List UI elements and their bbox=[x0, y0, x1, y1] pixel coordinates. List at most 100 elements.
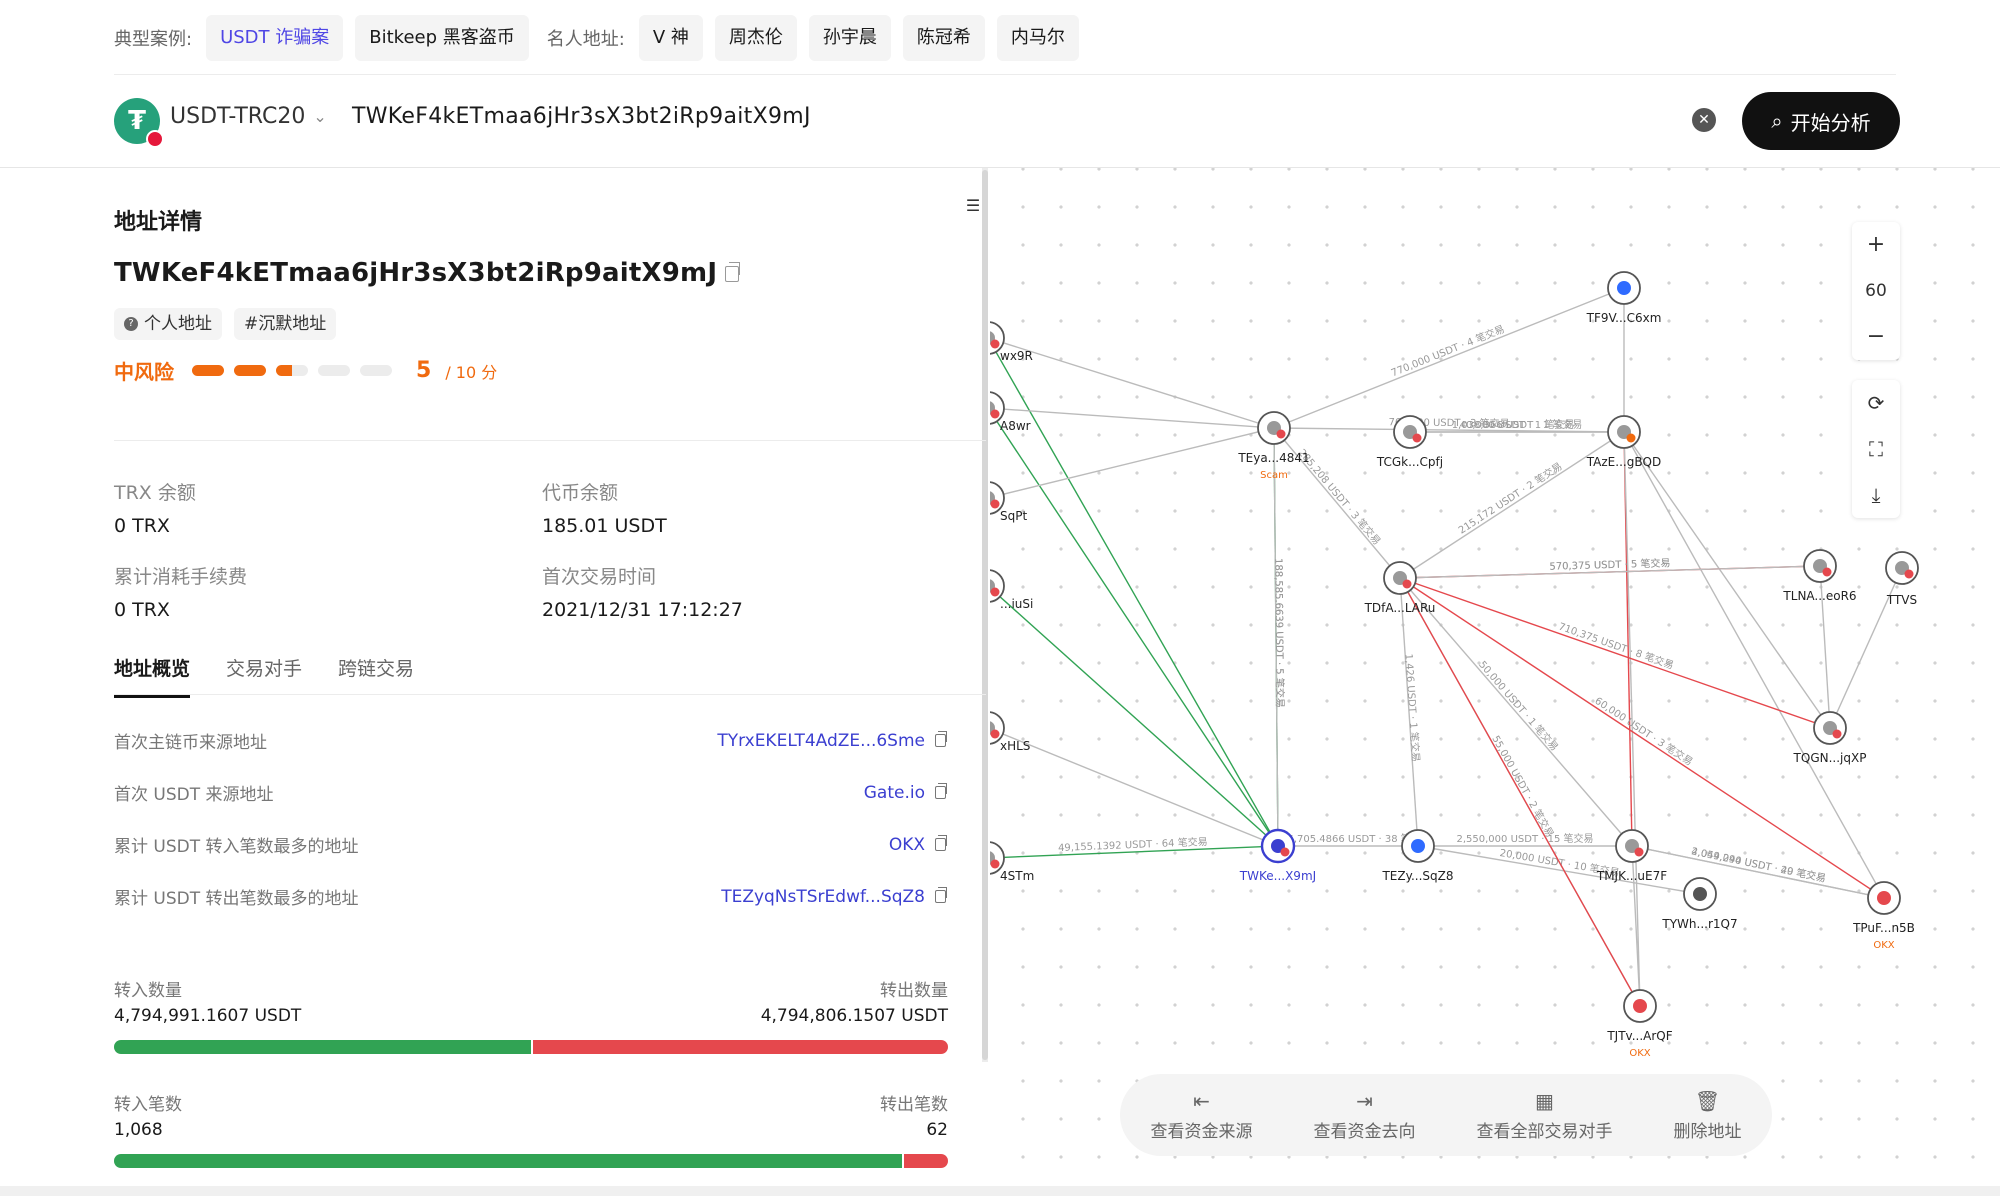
overview-key: 累计 USDT 转入笔数最多的地址 bbox=[114, 837, 359, 857]
graph-edge[interactable] bbox=[990, 408, 1279, 847]
graph-node-taze[interactable]: TAzE...gBQD bbox=[1586, 415, 1661, 469]
view-destinations-button[interactable]: ⇥ 查看资金去向 bbox=[1314, 1089, 1416, 1142]
collapse-panel-icon[interactable]: ☰ bbox=[965, 196, 981, 215]
graph-edge[interactable] bbox=[990, 407, 1275, 429]
node-label: ...iuSi bbox=[1000, 597, 1033, 611]
node-label: A8wr bbox=[1000, 419, 1031, 433]
graph-edge[interactable] bbox=[990, 728, 1279, 847]
copy-icon[interactable] bbox=[935, 835, 947, 851]
graph-edge[interactable] bbox=[1399, 577, 1885, 899]
graph-node-xhls[interactable]: xHLS bbox=[990, 711, 1030, 753]
tab-crosschain[interactable]: 跨链交易 bbox=[338, 658, 415, 680]
delete-address-button[interactable]: 🗑 删除地址 bbox=[1674, 1089, 1742, 1142]
copy-icon[interactable] bbox=[935, 783, 947, 799]
graph-edge[interactable] bbox=[990, 586, 1279, 847]
graph-node-wx9r[interactable]: wx9R bbox=[990, 321, 1033, 363]
overview-link[interactable]: TYrxEKELT4AdZE...6Sme bbox=[717, 730, 925, 751]
download-icon[interactable]: ⤓ bbox=[1871, 483, 1881, 507]
graph-edge[interactable] bbox=[1399, 577, 1831, 729]
graph-tools: ⟳ ⛶ ⤓ bbox=[1852, 380, 1900, 518]
tab-counterparties[interactable]: 交易对手 bbox=[226, 658, 303, 680]
graph-edge[interactable] bbox=[1273, 427, 1279, 847]
case-chip-usdt-scam[interactable]: USDT 诈骗案 bbox=[206, 15, 344, 61]
graph-edge[interactable] bbox=[1623, 431, 1831, 729]
graph-node-twke[interactable]: TWKe...X9mJ bbox=[1239, 828, 1316, 883]
address-search-input[interactable]: TWKeF4kETmaa6jHr3sX3bt2iRp9aitX9mJ bbox=[352, 104, 811, 129]
clear-icon[interactable]: ✕ bbox=[1692, 108, 1716, 132]
graph-node-tywh[interactable]: TYWh...r1Q7 bbox=[1661, 877, 1738, 931]
graph-node-tmjk[interactable]: TMJK...uE7F bbox=[1596, 829, 1667, 883]
risk-dot-icon bbox=[1634, 847, 1644, 857]
overview-link[interactable]: OKX bbox=[888, 834, 925, 855]
graph-edge[interactable] bbox=[1399, 431, 1625, 579]
graph-edge[interactable] bbox=[1623, 431, 1885, 899]
graph-edge[interactable] bbox=[990, 337, 1275, 429]
graph-edge[interactable] bbox=[1399, 577, 1641, 1007]
copy-icon[interactable] bbox=[935, 887, 947, 903]
graph-edge[interactable] bbox=[1399, 565, 1821, 579]
fullscreen-icon[interactable]: ⛶ bbox=[1869, 437, 1883, 461]
analyze-button[interactable]: ⌕ 开始分析 bbox=[1742, 92, 1900, 150]
copy-icon[interactable] bbox=[725, 261, 741, 282]
graph-node-tjtv[interactable]: TJTv...ArQF OKX bbox=[1606, 989, 1673, 1059]
graph-node-tlna[interactable]: TLNA...eoR6 bbox=[1782, 549, 1857, 603]
overview-link[interactable]: Gate.io bbox=[863, 782, 925, 803]
node-label: TDfA...LARu bbox=[1364, 601, 1436, 615]
graph-node-tezy[interactable]: TEZy...SqZ8 bbox=[1381, 829, 1454, 883]
celeb-chip-vitalik[interactable]: V 神 bbox=[638, 15, 703, 61]
edge-label: 570,375 USDT · 5 笔交易 bbox=[1549, 556, 1670, 572]
graph-node-tqgn[interactable]: TQGN...jqXP bbox=[1793, 711, 1867, 765]
graph-edge[interactable] bbox=[1273, 287, 1625, 429]
view-all-counterparties-button[interactable]: ▦ 查看全部交易对手 bbox=[1477, 1089, 1613, 1142]
top-search-area: 典型案例: USDT 诈骗案 Bitkeep 黑客盗币 名人地址: V 神 周杰… bbox=[0, 0, 2000, 168]
node-label: TPuF...n5B bbox=[1852, 921, 1915, 935]
graph-edge[interactable] bbox=[1623, 431, 1641, 1007]
graph-edge[interactable] bbox=[1631, 845, 1641, 1007]
graph-edge[interactable] bbox=[990, 845, 1279, 859]
celeb-chip-neymar[interactable]: 内马尔 bbox=[996, 15, 1079, 61]
detail-tabs: 地址概览 交易对手 跨链交易 bbox=[114, 654, 414, 698]
view-sources-button[interactable]: ⇤ 查看资金来源 bbox=[1151, 1089, 1253, 1142]
graph-node-tcgk[interactable]: TCGk...Cpfj bbox=[1376, 415, 1443, 469]
graph-node-iusi[interactable]: ...iuSi bbox=[990, 569, 1033, 611]
graph-node-sqpt[interactable]: SqPt bbox=[990, 481, 1027, 523]
case-chip-bitkeep[interactable]: Bitkeep 黑客盗币 bbox=[355, 15, 529, 61]
graph-edge[interactable] bbox=[1829, 567, 1903, 729]
panel-scrollbar-thumb[interactable] bbox=[982, 170, 988, 1060]
node-icon bbox=[1411, 839, 1425, 853]
graph-node-teya[interactable]: TEya...4841 Scam bbox=[1237, 411, 1310, 481]
risk-dot-icon bbox=[990, 499, 1000, 509]
graph-edge[interactable] bbox=[1819, 565, 1831, 729]
zoom-in-button[interactable]: + bbox=[1866, 232, 1886, 257]
graph-edge[interactable] bbox=[1273, 427, 1401, 579]
celeb-chip-edison[interactable]: 陈冠希 bbox=[902, 15, 985, 61]
overview-link[interactable]: TEZyqNsTSrEdwf...SqZ8 bbox=[721, 886, 925, 907]
reset-icon[interactable]: ⟳ bbox=[1867, 391, 1885, 415]
graph-node-4stm[interactable]: 4STm bbox=[990, 841, 1034, 883]
tab-overview[interactable]: 地址概览 bbox=[114, 654, 191, 698]
copy-icon[interactable] bbox=[935, 731, 947, 747]
edge-label: 770,000 USDT · 4 笔交易 bbox=[1389, 322, 1506, 379]
graph-node-tpuf[interactable]: TPuF...n5B OKX bbox=[1852, 881, 1915, 951]
divider bbox=[114, 440, 986, 441]
graph-edge[interactable] bbox=[1399, 577, 1633, 847]
risk-dot-icon bbox=[1822, 567, 1832, 577]
out-count-value: 62 bbox=[926, 1120, 948, 1140]
graph-node-tdfa[interactable]: TDfA...LARu bbox=[1364, 561, 1436, 615]
graph-edge[interactable] bbox=[1399, 577, 1419, 847]
token-selector[interactable]: USDT-TRC20 ⌄ bbox=[170, 104, 327, 129]
graph-node-tf9v[interactable]: TF9V...C6xm bbox=[1586, 271, 1662, 325]
overview-row: 首次 USDT 来源地址 Gate.io bbox=[114, 780, 947, 805]
celeb-chip-justin[interactable]: 孙宇晨 bbox=[808, 15, 891, 61]
graph-edge[interactable] bbox=[990, 427, 1275, 499]
celeb-chip-jay[interactable]: 周杰伦 bbox=[714, 15, 797, 61]
graph-node-ttvs[interactable]: TTVS bbox=[1885, 551, 1919, 607]
graph-edge[interactable] bbox=[1631, 845, 1885, 899]
transaction-graph[interactable]: 770,000 USDT · 4 笔交易 760,000 USDT · 3 笔交易… bbox=[990, 168, 2000, 1196]
divider bbox=[114, 694, 986, 695]
graph-edge[interactable] bbox=[990, 338, 1279, 847]
graph-node-a8wr[interactable]: A8wr bbox=[990, 391, 1031, 433]
graph-edge[interactable] bbox=[1417, 845, 1701, 895]
zoom-out-button[interactable]: − bbox=[1866, 324, 1886, 349]
